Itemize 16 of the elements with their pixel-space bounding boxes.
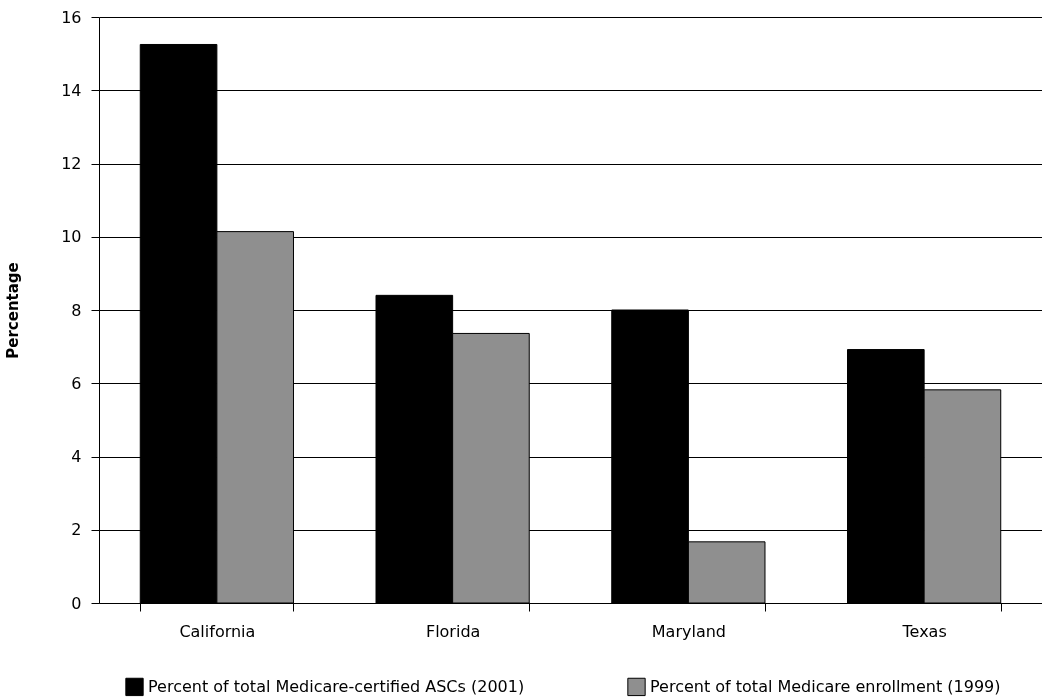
y-tick-label: 8 [71,300,82,320]
y-tick-label: 10 [61,227,82,247]
y-tick-label: 0 [71,593,82,613]
y-axis-title: Percentage [4,262,23,359]
y-tick-label: 4 [71,447,82,466]
y-tick-label: 14 [61,80,82,100]
y-tick-label: 2 [71,520,82,540]
x-tick-label: Florida [425,621,481,641]
legend-label: Percent of total Medicare-certified ASCs (2001) [148,676,525,696]
x-tick-label: California [179,621,256,641]
x-tick-label: Texas [901,621,947,641]
y-tick-label: 16 [61,7,82,27]
legend-label: Percent of total Medicare enrollment (1999) [650,676,1001,696]
x-tick-label: Maryland [651,621,726,641]
y-tick-label: 12 [61,154,82,173]
y-tick-label: 6 [71,373,82,393]
